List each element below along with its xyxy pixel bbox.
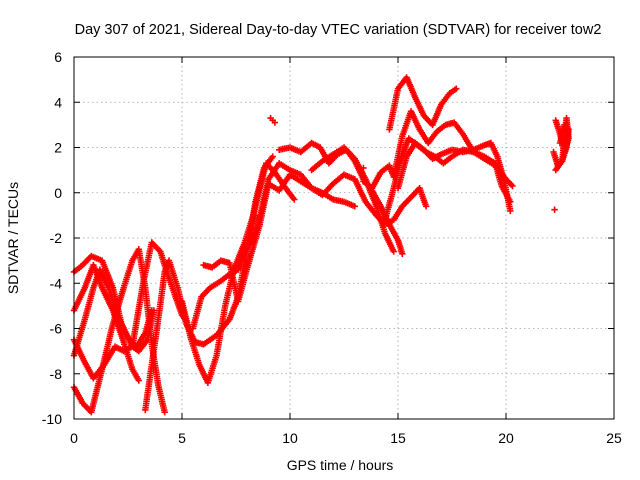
data-series bbox=[70, 74, 572, 416]
x-axis-label: GPS time / hours bbox=[287, 457, 394, 473]
x-tick-label: 0 bbox=[70, 430, 78, 446]
y-tick-label: 2 bbox=[54, 140, 62, 156]
series-isolated bbox=[267, 114, 558, 213]
y-tick-label: 4 bbox=[54, 94, 62, 110]
axis-ticks: 0 5 10 15 20 25 -10 -8 -6 -4 -2 0 2 4 6 bbox=[42, 49, 622, 446]
y-tick-label: -8 bbox=[50, 366, 63, 382]
x-tick-label: 15 bbox=[390, 430, 406, 446]
series-track-18 bbox=[552, 121, 572, 174]
x-tick-label: 10 bbox=[282, 430, 298, 446]
y-tick-label: -2 bbox=[50, 230, 63, 246]
x-tick-label: 20 bbox=[498, 430, 514, 446]
y-tick-label: 6 bbox=[54, 49, 62, 65]
series-track-9 bbox=[200, 171, 358, 305]
y-tick-label: -10 bbox=[42, 411, 62, 427]
series-track-7 bbox=[178, 160, 298, 386]
series-track-10 bbox=[243, 160, 430, 253]
series-track-16 bbox=[386, 74, 460, 133]
series-track-15 bbox=[394, 139, 514, 215]
y-axis-label: SDTVAR / TECUs bbox=[5, 182, 21, 294]
y-tick-label: 0 bbox=[54, 185, 62, 201]
x-tick-label: 5 bbox=[178, 430, 186, 446]
y-tick-label: -6 bbox=[50, 321, 63, 337]
chart-title: Day 307 of 2021, Sidereal Day-to-day VTE… bbox=[75, 22, 602, 38]
y-tick-label: -4 bbox=[50, 275, 63, 291]
grid-lines bbox=[74, 57, 614, 419]
x-tick-label: 25 bbox=[606, 430, 622, 446]
